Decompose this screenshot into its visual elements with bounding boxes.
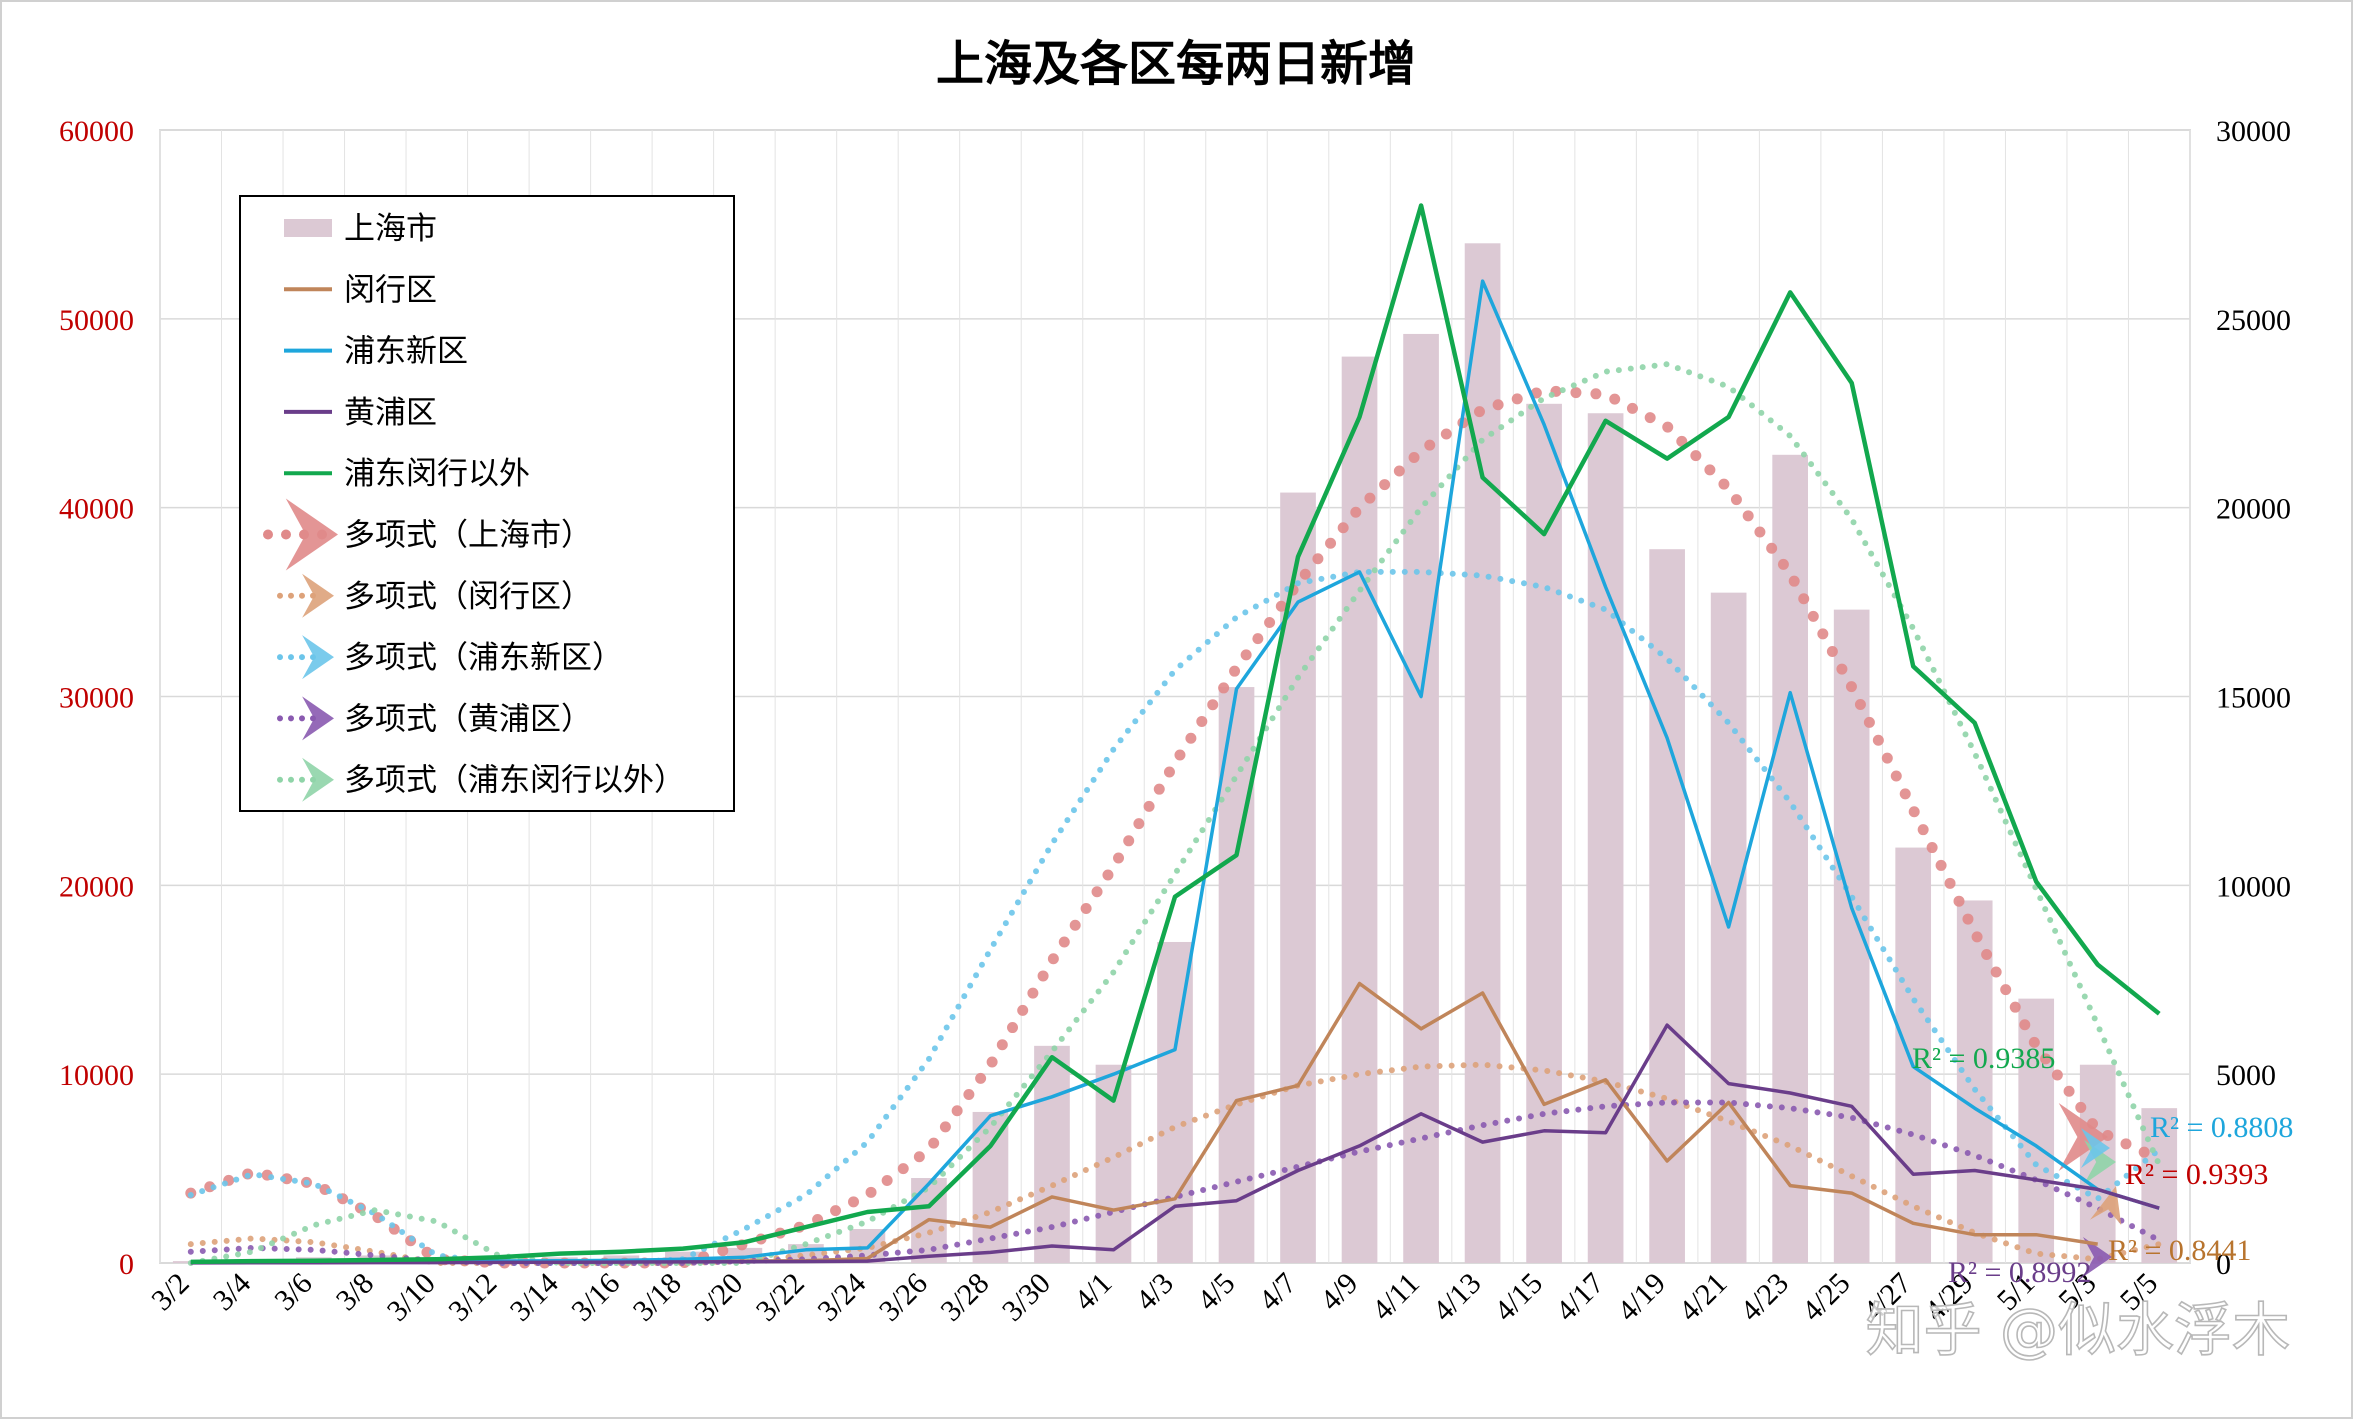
bar — [1403, 333, 1439, 1263]
legend-label: 多项式（浦东闵行以外） — [344, 763, 685, 799]
legend-arrowhead-icon — [302, 573, 334, 618]
legend-box — [239, 195, 735, 812]
bar — [1341, 356, 1378, 1264]
right-axis-tick-label: 15000 — [2216, 682, 2291, 715]
left-axis-tick-label: 20000 — [59, 870, 134, 903]
bar-layer — [172, 243, 2178, 1264]
line-layer — [190, 203, 2161, 1265]
right-axis-tick-label: 25000 — [2216, 304, 2291, 337]
trendline-curve — [187, 568, 2163, 1266]
series-line — [190, 1023, 2160, 1265]
legend-label: 浦东新区 — [344, 334, 468, 370]
trendline-curve — [185, 385, 2165, 1269]
left-axis-tick-label: 30000 — [59, 682, 134, 715]
trendline-arrowhead-icon — [2058, 1103, 2108, 1171]
legend-arrowhead-icon — [302, 757, 334, 802]
bar — [2141, 1108, 2178, 1263]
r2-label: R² = 0.8441 — [2108, 1234, 2251, 1267]
left-axis-tick-label: 10000 — [59, 1059, 134, 1092]
right-axis-tick-label: 5000 — [2216, 1059, 2276, 1092]
left-axis-tick-label: 0 — [119, 1248, 134, 1281]
bar — [1772, 454, 1808, 1263]
right-axis-tick-label: 10000 — [2216, 870, 2291, 903]
legend-arrowhead-icon — [285, 498, 338, 571]
left-axis-tick-label: 60000 — [59, 115, 134, 148]
right-axis-tick-label: 30000 — [2216, 115, 2291, 148]
legend-label: 多项式（闵行区） — [344, 579, 592, 615]
legend-label: 多项式（黄浦区） — [344, 701, 592, 737]
bar — [1218, 687, 1255, 1263]
r2-label: R² = 0.9385 — [1912, 1042, 2055, 1075]
trendline-arrowhead-icon — [2083, 1237, 2112, 1277]
right-axis-tick-label: 0 — [2216, 1248, 2231, 1281]
legend-swatch-bar — [284, 219, 332, 237]
bar — [1649, 549, 1685, 1263]
legend-label: 多项式（上海市） — [344, 518, 592, 554]
legend-label: 多项式（浦东新区） — [344, 640, 623, 676]
left-axis-tick-label: 50000 — [59, 304, 134, 337]
legend-label: 浦东闵行以外 — [344, 456, 530, 492]
bar — [1956, 900, 1993, 1263]
chart-title: 上海及各区每两日新增 — [936, 36, 1416, 92]
left-axis-tick-label: 40000 — [59, 493, 134, 526]
trendline-curve — [187, 1099, 2163, 1266]
r2-label: R² = 0.9393 — [2125, 1158, 2268, 1191]
r2-labels: R² = 0.9385 R² = 0.8808 R² = 0.9393 R² = 0.… — [1912, 1042, 2293, 1289]
legend-label: 上海市 — [344, 211, 437, 247]
bar — [1464, 243, 1501, 1264]
bar — [1895, 847, 1932, 1263]
legend-label: 黄浦区 — [344, 395, 437, 431]
watermark: 知乎 @似水浮木 — [1866, 1296, 2290, 1364]
bar — [1526, 403, 1562, 1263]
right-axis-tick-label: 20000 — [2216, 493, 2291, 526]
legend-arrowhead-icon — [302, 696, 334, 741]
r2-label: R² = 0.8808 — [2150, 1111, 2293, 1144]
legend-arrowhead-icon — [302, 635, 334, 680]
series-line — [190, 203, 2161, 1265]
legend-label: 闵行区 — [344, 272, 437, 308]
bar — [1157, 941, 1193, 1263]
r2-label: R² = 0.8992 — [1948, 1256, 2091, 1289]
trendline-arrowhead-icon — [2081, 1128, 2110, 1168]
bar — [1587, 413, 1624, 1263]
trendline-curve — [187, 1061, 2163, 1266]
